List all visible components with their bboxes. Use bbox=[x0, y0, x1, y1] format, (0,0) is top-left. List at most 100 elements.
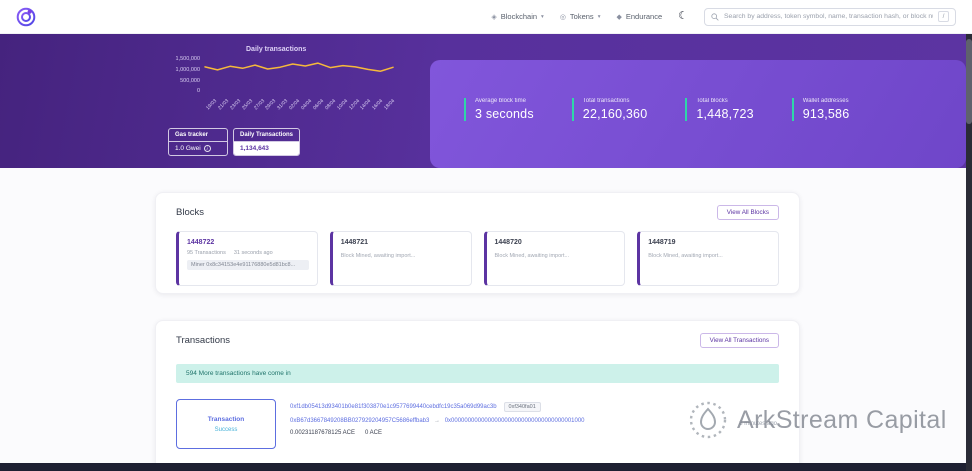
transaction-type-label: Transaction bbox=[207, 415, 245, 423]
y-tick-label: 500,000 bbox=[180, 77, 200, 84]
nav-item-blockchain[interactable]: ◈ Blockchain ▾ bbox=[491, 12, 543, 21]
nav-item-label: Endurance bbox=[625, 12, 663, 21]
y-tick-label: 0 bbox=[196, 88, 200, 95]
scrollbar-thumb[interactable] bbox=[966, 39, 972, 124]
block-status-text: Block Mined, awaiting import... bbox=[494, 253, 570, 259]
hero-section: Daily transactions 1,500,000 1,000,000 5… bbox=[0, 34, 972, 168]
info-icon: i bbox=[203, 145, 211, 152]
x-tick-label: 02/04 bbox=[288, 98, 302, 112]
block-card[interactable]: 1448720 Block Mined, awaiting import... bbox=[483, 231, 626, 286]
transaction-age: 8 minutes ago bbox=[739, 421, 777, 427]
blocks-section: Blocks View All Blocks 1448722 95 Transa… bbox=[155, 192, 800, 294]
y-tick-label: 1,500,000 bbox=[175, 56, 200, 62]
stat-label: Total blocks bbox=[696, 98, 728, 104]
nav-item-label: Blockchain bbox=[500, 12, 538, 21]
search-shortcut-key: / bbox=[938, 11, 949, 22]
block-number-link[interactable]: 1448720 bbox=[494, 239, 522, 246]
daily-transactions-chart: Daily transactions 1,500,000 1,000,000 5… bbox=[168, 46, 420, 114]
miner-address-link[interactable]: 0x8c34153e4e91176880e5d81bc8... bbox=[206, 262, 296, 268]
brand-logo-icon bbox=[16, 7, 36, 26]
to-address-link[interactable]: 0x00000000000000000000000000000000000010… bbox=[444, 418, 585, 424]
search-input[interactable] bbox=[724, 13, 933, 20]
block-number-link[interactable]: 1448719 bbox=[648, 239, 676, 246]
stat-total-transactions: Total transactions 22,160,360 bbox=[571, 98, 648, 121]
daily-transactions-value: 1,134,643 bbox=[234, 142, 300, 155]
gas-tracker-box[interactable]: Gas tracker 1.0 Gwei i bbox=[168, 128, 228, 156]
chevron-down-icon: ▾ bbox=[597, 13, 601, 20]
from-address-link[interactable]: 0xB67d3667849208BB027929204957C5686effba… bbox=[290, 418, 430, 424]
stat-value: 1,448,723 bbox=[696, 107, 754, 121]
blockchain-icon: ◈ bbox=[491, 13, 497, 21]
x-tick-label: 31/03 bbox=[276, 98, 290, 112]
dark-mode-toggle[interactable]: ☾ bbox=[678, 11, 688, 22]
nav-item-endurance[interactable]: ◆ Endurance bbox=[616, 12, 662, 21]
x-tick-label: 29/03 bbox=[264, 98, 278, 112]
daily-transactions-label: Daily Transactions bbox=[234, 129, 300, 142]
stat-value: 913,586 bbox=[802, 107, 850, 121]
transaction-value: 0.00231187678125 ACE bbox=[290, 430, 355, 436]
stat-value: 3 seconds bbox=[475, 107, 534, 121]
stat-label: Total transactions bbox=[582, 98, 630, 104]
footer-strip bbox=[0, 463, 972, 471]
block-cards-row: 1448722 95 Transactions 31 seconds ago M… bbox=[176, 231, 779, 286]
block-age: 31 seconds ago bbox=[233, 250, 273, 256]
stat-label: Average block time bbox=[475, 98, 526, 104]
transaction-row: Transaction Success 0xf1db05413d93401b0e… bbox=[176, 399, 779, 449]
hero-info-boxes: Gas tracker 1.0 Gwei i Daily Transaction… bbox=[168, 128, 301, 156]
x-tick-label: 23/03 bbox=[228, 98, 242, 112]
chart-y-axis: 1,500,000 1,000,000 500,000 0 bbox=[168, 56, 200, 95]
view-all-blocks-button[interactable]: View All Blocks bbox=[716, 205, 779, 220]
x-tick-label: 12/04 bbox=[347, 98, 361, 112]
stat-wallet-addresses: Wallet addresses 913,586 bbox=[791, 98, 850, 121]
gas-tracker-value: 1.0 Gwei bbox=[175, 145, 201, 152]
x-tick-label: 04/04 bbox=[300, 98, 314, 112]
arrow-right-icon: → bbox=[434, 418, 441, 424]
y-tick-label: 1,000,000 bbox=[175, 66, 200, 73]
x-tick-label: 19/03 bbox=[205, 98, 219, 112]
blocks-section-title: Blocks bbox=[176, 207, 204, 218]
search-box[interactable]: / bbox=[704, 7, 956, 26]
search-icon bbox=[711, 12, 719, 21]
tokens-icon: ◎ bbox=[559, 13, 566, 21]
brand-logo[interactable] bbox=[16, 7, 36, 27]
block-card[interactable]: 1448719 Block Mined, awaiting import... bbox=[637, 231, 779, 286]
x-tick-label: 21/03 bbox=[216, 98, 230, 112]
stat-label: Wallet addresses bbox=[802, 98, 849, 104]
nav-item-label: Tokens bbox=[569, 12, 594, 21]
x-tick-label: 06/04 bbox=[311, 98, 325, 112]
x-tick-label: 08/04 bbox=[323, 98, 337, 112]
daily-transactions-box[interactable]: Daily Transactions 1,134,643 bbox=[233, 128, 301, 156]
navbar-menu: ◈ Blockchain ▾ ◎ Tokens ▾ ◆ Endurance ☾ bbox=[491, 7, 956, 26]
x-tick-label: 18/04 bbox=[383, 98, 397, 112]
block-number-link[interactable]: 1448721 bbox=[340, 239, 369, 246]
block-card[interactable]: 1448722 95 Transactions 31 seconds ago M… bbox=[176, 231, 318, 286]
nav-item-tokens[interactable]: ◎ Tokens ▾ bbox=[560, 12, 601, 21]
chevron-down-icon: ▾ bbox=[541, 13, 544, 20]
x-tick-label: 16/04 bbox=[371, 98, 385, 112]
x-tick-label: 25/03 bbox=[240, 98, 254, 112]
transaction-status-label: Success bbox=[214, 426, 238, 433]
moon-icon: ☾ bbox=[678, 10, 688, 22]
method-id-tag: 0xf340fa01 bbox=[503, 402, 541, 412]
stat-average-block-time: Average block time 3 seconds bbox=[464, 98, 534, 121]
transaction-details: 0xf1db05413d93401b0e81f303870e1c95776994… bbox=[290, 399, 779, 449]
view-all-transactions-button[interactable]: View All Transactions bbox=[699, 333, 779, 348]
transaction-status-badge[interactable]: Transaction Success bbox=[176, 399, 276, 449]
stat-value: 22,160,360 bbox=[582, 107, 648, 121]
transaction-fee: 0 ACE bbox=[364, 430, 382, 436]
x-tick-label: 14/04 bbox=[359, 98, 373, 112]
vertical-scrollbar[interactable] bbox=[966, 34, 972, 471]
network-icon: ◆ bbox=[616, 13, 622, 21]
chart-x-axis: 19/03 21/03 23/03 25/03 27/03 29/03 31/03 02/04… bbox=[204, 96, 397, 114]
network-stats-panel: Average block time 3 seconds Total trans… bbox=[430, 60, 966, 168]
gas-tracker-label: Gas tracker bbox=[169, 129, 227, 142]
block-card[interactable]: 1448721 Block Mined, awaiting import... bbox=[329, 231, 472, 286]
top-navbar: ◈ Blockchain ▾ ◎ Tokens ▾ ◆ Endurance ☾ bbox=[0, 0, 972, 34]
x-tick-label: 10/04 bbox=[335, 98, 349, 112]
block-number-link[interactable]: 1448722 bbox=[187, 239, 215, 246]
stat-total-blocks: Total blocks 1,448,723 bbox=[685, 98, 754, 121]
block-status-text: Block Mined, awaiting import... bbox=[648, 253, 723, 259]
transaction-hash-link[interactable]: 0xf1db05413d93401b0e81f303870e1c95776994… bbox=[290, 404, 497, 410]
new-transactions-alert[interactable]: 594 More transactions have come in bbox=[176, 364, 779, 383]
